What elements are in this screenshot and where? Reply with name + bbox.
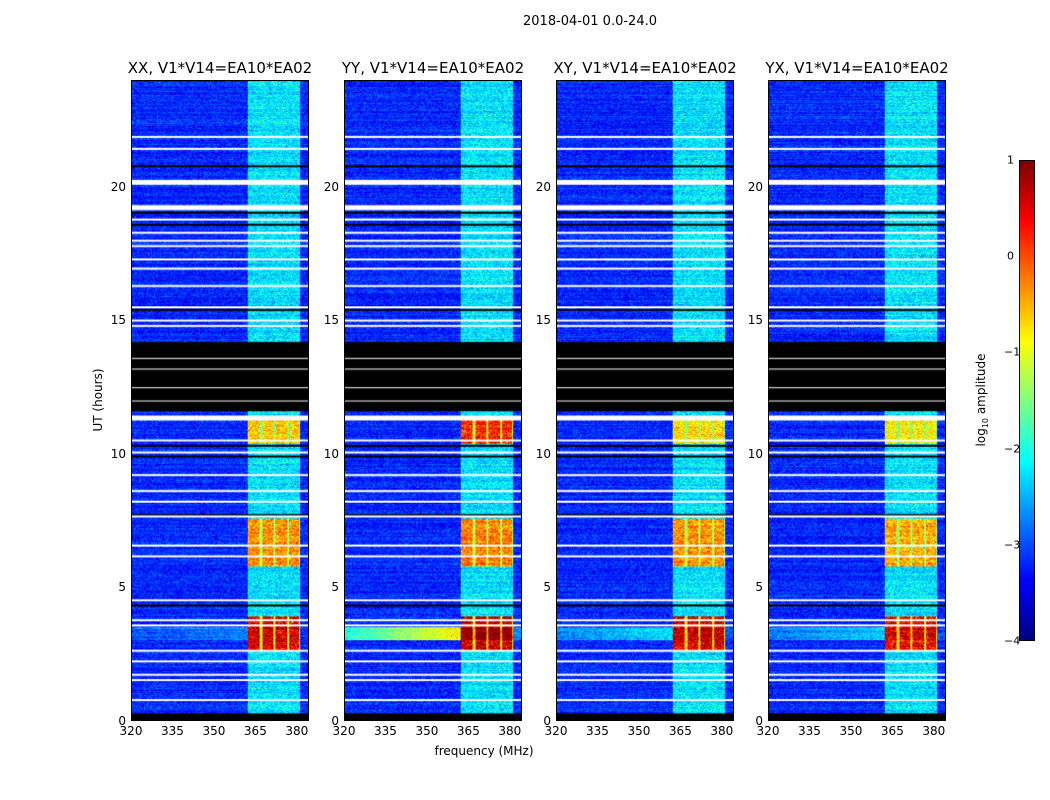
x-tick-label: 335 <box>374 724 397 738</box>
panel-title: YY, V1*V14=EA10*EA02 <box>341 59 525 77</box>
x-tick-label: 320 <box>756 724 780 738</box>
colorbar-label: log10 amplitude <box>973 353 991 447</box>
spectrogram-yx <box>768 80 946 721</box>
colorbar <box>1019 160 1035 641</box>
y-axis-label: UT (hours) <box>91 368 105 432</box>
x-tick-label: 350 <box>415 724 439 738</box>
y-tick-label: 0 <box>118 714 126 728</box>
colorbar-tick-label: 0 <box>1007 249 1014 263</box>
y-tick-label: 10 <box>110 446 126 461</box>
panel-title: YX, V1*V14=EA10*EA02 <box>765 59 949 77</box>
y-tick-label: 5 <box>118 580 126 595</box>
y-tick-label: 20 <box>110 179 126 194</box>
x-tick-label: 335 <box>586 724 609 738</box>
colorbar-tick-label: −4 <box>1004 634 1021 648</box>
x-tick-label: 380 <box>710 724 734 738</box>
colorbar-tick-label: −3 <box>1004 538 1021 552</box>
y-tick-label: 10 <box>747 446 763 461</box>
x-tick-label: 365 <box>456 724 480 738</box>
panel-title: XY, V1*V14=EA10*EA02 <box>553 59 737 77</box>
x-tick-label: 365 <box>243 724 267 738</box>
colorbar-tick-label: 1 <box>1007 153 1014 167</box>
x-tick-label: 350 <box>627 724 651 738</box>
x-tick-label: 350 <box>839 724 863 738</box>
x-tick-label: 335 <box>798 724 821 738</box>
figure-title: 2018-04-01 0.0-24.0 <box>523 14 657 29</box>
y-tick-label: 15 <box>535 313 551 328</box>
x-axis-label: frequency (MHz) <box>434 744 534 758</box>
colorbar-tick-label: −2 <box>1004 442 1021 456</box>
colorbar-tick-label: −1 <box>1004 345 1021 359</box>
y-tick-label: 20 <box>535 179 551 194</box>
x-tick-label: 320 <box>119 724 143 738</box>
y-tick-label: 5 <box>543 580 551 595</box>
panel-title: XX, V1*V14=EA10*EA02 <box>127 59 313 77</box>
x-tick-label: 380 <box>285 724 309 738</box>
y-tick-label: 15 <box>110 313 126 328</box>
x-tick-label: 380 <box>498 724 522 738</box>
spectrogram-yy <box>344 80 522 721</box>
x-tick-label: 350 <box>202 724 226 738</box>
x-tick-label: 320 <box>544 724 568 738</box>
x-tick-label: 365 <box>880 724 904 738</box>
y-tick-label: 0 <box>331 714 339 728</box>
x-tick-label: 380 <box>922 724 946 738</box>
y-tick-label: 10 <box>323 446 339 461</box>
y-tick-label: 10 <box>535 446 551 461</box>
y-tick-label: 15 <box>323 313 339 328</box>
x-tick-label: 365 <box>668 724 692 738</box>
y-tick-label: 5 <box>331 580 339 595</box>
y-tick-label: 15 <box>747 313 763 328</box>
spectrogram-xy <box>556 80 734 721</box>
x-tick-label: 335 <box>161 724 184 738</box>
y-tick-label: 0 <box>755 714 763 728</box>
y-tick-label: 20 <box>747 179 763 194</box>
spectrogram-xx <box>131 80 309 721</box>
x-tick-label: 320 <box>332 724 356 738</box>
y-tick-label: 5 <box>755 580 763 595</box>
y-tick-label: 0 <box>543 714 551 728</box>
y-tick-label: 20 <box>323 179 339 194</box>
